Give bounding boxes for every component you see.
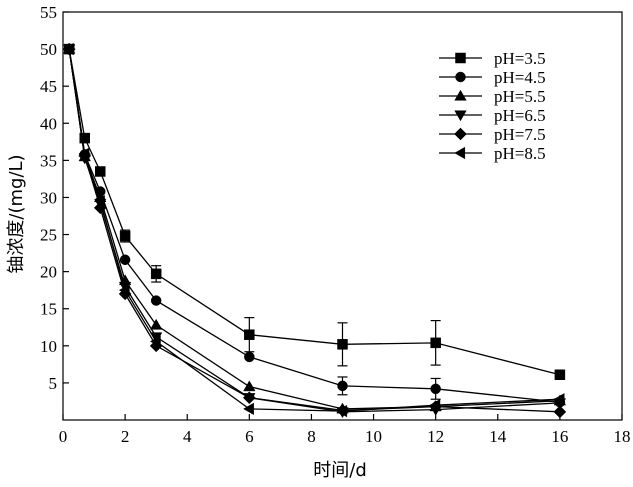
- x-tick-label: 18: [614, 427, 631, 446]
- legend: pH=3.5pH=4.5pH=5.5pH=6.5pH=7.5pH=8.5: [439, 49, 546, 163]
- legend-entry: pH=3.5: [439, 49, 546, 68]
- series-line: [68, 49, 560, 410]
- legend-label: pH=6.5: [494, 106, 546, 125]
- y-tick-label: 5: [49, 374, 58, 393]
- series-pH=4.5: [63, 43, 566, 408]
- data-point: [244, 329, 255, 340]
- y-tick-label: 15: [40, 300, 57, 319]
- series-line: [68, 49, 560, 403]
- data-point: [94, 194, 105, 208]
- series-pH=6.5: [63, 44, 567, 419]
- data-point: [119, 254, 131, 266]
- x-tick-label: 10: [365, 427, 382, 446]
- y-tick-label: 55: [40, 3, 57, 22]
- legend-entry: pH=8.5: [439, 144, 546, 163]
- legend-marker: [454, 127, 467, 141]
- y-tick-label: 10: [40, 337, 57, 356]
- y-tick-label: 40: [40, 114, 57, 133]
- legend-entry: pH=6.5: [439, 106, 546, 125]
- series-line: [68, 49, 560, 413]
- data-point: [337, 380, 348, 392]
- series-line: [68, 48, 561, 376]
- y-tick-label: 30: [40, 188, 57, 207]
- data-point: [118, 284, 130, 297]
- y-tick-label: 45: [40, 77, 57, 96]
- series-pH=3.5: [63, 43, 566, 380]
- x-tick-label: 16: [551, 427, 568, 446]
- legend-marker: [455, 52, 466, 64]
- data-point: [149, 335, 161, 348]
- data-point: [244, 351, 255, 363]
- legend-entry: pH=4.5: [439, 68, 546, 87]
- y-tick-label: 20: [40, 263, 57, 282]
- data-point: [243, 380, 256, 392]
- x-tick-label: 0: [59, 427, 68, 446]
- x-tick-label: 2: [121, 427, 130, 446]
- legend-label: pH=4.5: [494, 68, 546, 87]
- legend-entry: pH=5.5: [439, 87, 546, 106]
- series-pH=7.5: [62, 42, 567, 419]
- data-point: [149, 318, 163, 330]
- legend-label: pH=8.5: [494, 144, 546, 163]
- axes: 0 2 4 6 8 10 12 14 16 18 5 10 15 20 25 30 35 40 45 50 55: [40, 3, 631, 446]
- data-point: [553, 393, 565, 406]
- data-point: [336, 404, 348, 418]
- data-point: [243, 402, 254, 416]
- x-tick-label: 12: [427, 427, 444, 446]
- data-point: [554, 369, 566, 380]
- legend-label: pH=5.5: [494, 87, 546, 106]
- legend-marker: [454, 110, 467, 122]
- legend-marker: [454, 146, 466, 160]
- x-axis-title: 时间/d: [313, 460, 367, 481]
- data-point: [553, 405, 567, 419]
- legend-marker: [455, 71, 466, 83]
- series-pH=5.5: [63, 42, 567, 414]
- y-tick-label: 50: [40, 40, 57, 59]
- series-layer: [62, 42, 567, 419]
- y-axis-title: 铀浓度/(mg/L): [6, 154, 27, 273]
- legend-label: pH=3.5: [494, 49, 546, 68]
- series-line: [68, 49, 560, 412]
- data-point: [95, 166, 106, 177]
- legend-marker: [454, 89, 467, 101]
- series-pH=8.5: [62, 42, 565, 418]
- data-point: [79, 132, 90, 144]
- series-line: [68, 49, 560, 413]
- data-point: [242, 391, 256, 405]
- y-tick-label: 25: [40, 226, 57, 245]
- data-point: [430, 337, 441, 349]
- legend-entry: pH=7.5: [439, 125, 546, 144]
- legend-label: pH=7.5: [494, 125, 546, 144]
- data-point: [430, 383, 441, 395]
- data-point: [150, 295, 162, 306]
- plot-frame: [62, 11, 623, 421]
- data-point: [78, 147, 90, 160]
- x-tick-label: 6: [245, 427, 254, 446]
- x-tick-label: 4: [183, 427, 192, 446]
- y-tick-label: 35: [40, 151, 57, 170]
- data-point: [62, 42, 74, 56]
- x-tick-label: 8: [307, 427, 316, 446]
- x-tick-label: 14: [489, 427, 507, 446]
- data-point: [429, 398, 441, 412]
- data-point: [150, 268, 162, 280]
- data-point: [337, 339, 348, 350]
- data-point: [119, 230, 131, 242]
